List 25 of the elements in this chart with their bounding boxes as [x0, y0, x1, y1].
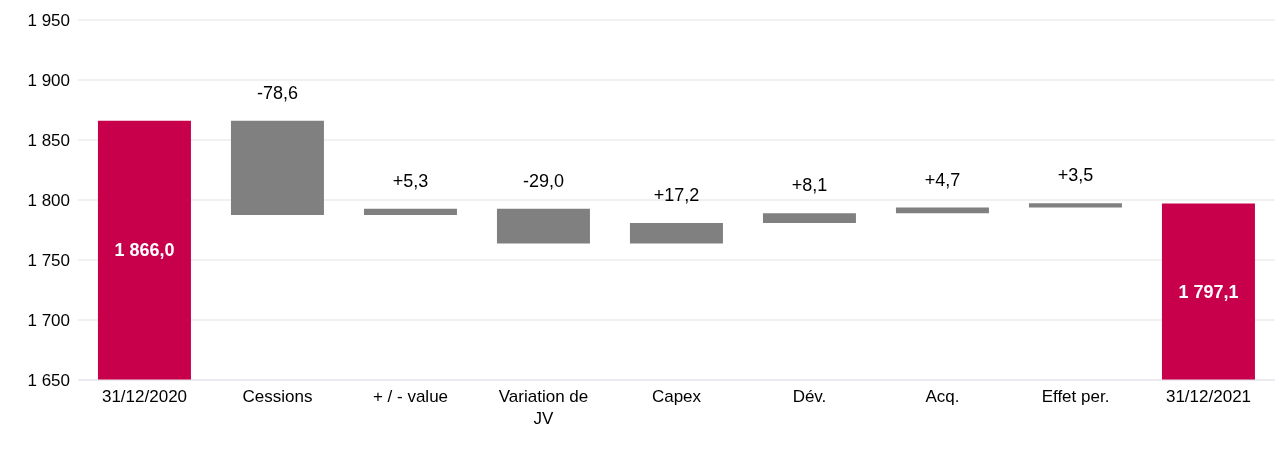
data-label: -29,0	[522, 170, 564, 191]
data-label: +17,2	[653, 184, 700, 205]
data-label: 1 866,0	[114, 240, 175, 261]
y-tick-label: 1 900	[27, 71, 70, 91]
x-tick-label: Cessions	[242, 387, 313, 406]
x-tick-label: Variation de JV	[498, 387, 589, 428]
x-tick-label: Capex	[651, 387, 702, 406]
y-tick-label: 1 700	[27, 311, 70, 331]
data-label: 1 797,1	[1178, 281, 1239, 302]
x-tick-label: Dév.	[792, 387, 827, 406]
x-tick-label: Acq.	[925, 387, 960, 406]
y-tick-label: 1 750	[27, 251, 70, 271]
y-tick-label: 1 800	[27, 191, 70, 211]
x-tick-label: Effet per.	[1041, 387, 1110, 406]
data-label: +4,7	[924, 169, 961, 190]
data-label: -78,6	[256, 82, 298, 103]
data-label: +5,3	[392, 170, 429, 191]
x-tick-label: + / - value	[372, 387, 449, 406]
y-tick-label: 1 850	[27, 131, 70, 151]
y-tick-label: 1 950	[27, 11, 70, 31]
x-tick-label: 31/12/2020	[101, 387, 188, 406]
y-tick-label: 1 650	[27, 371, 70, 391]
data-label: +3,5	[1057, 165, 1094, 186]
x-tick-label: 31/12/2021	[1165, 387, 1252, 406]
data-label: +8,1	[791, 175, 828, 196]
